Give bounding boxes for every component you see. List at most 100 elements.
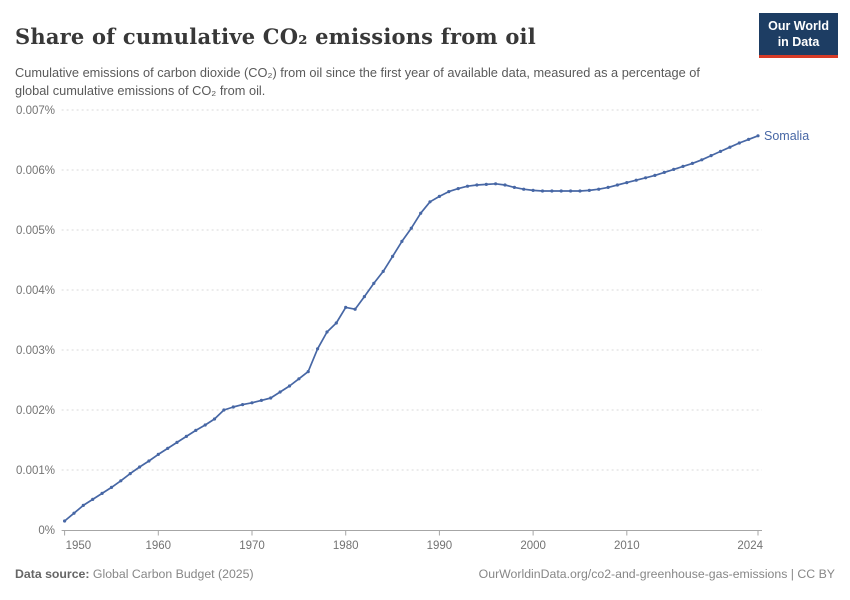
data-point (728, 145, 732, 149)
data-point (531, 188, 535, 192)
data-point (316, 347, 320, 351)
data-point (634, 178, 638, 182)
data-point (306, 370, 310, 374)
data-point (222, 408, 226, 412)
x-axis-tick-label: 1970 (239, 540, 265, 552)
data-point (109, 485, 114, 489)
data-point (203, 423, 207, 427)
data-point (278, 390, 282, 394)
data-point (625, 181, 629, 185)
data-point (559, 189, 563, 193)
data-point (522, 187, 526, 191)
y-axis-tick-label: 0.007% (16, 105, 55, 117)
data-point (72, 511, 76, 515)
y-axis-tick-label: 0.003% (16, 345, 55, 357)
credit: OurWorldinData.org/co2-and-greenhouse-ga… (479, 567, 835, 581)
data-point (540, 189, 545, 193)
data-point (381, 269, 385, 273)
data-point (147, 459, 151, 463)
x-axis-tick-label: 1990 (427, 540, 453, 552)
owid-logo[interactable]: Our World in Data (759, 13, 838, 58)
data-point (175, 440, 179, 444)
page-title: Share of cumulative CO₂ emissions from o… (15, 24, 536, 50)
y-axis-tick-label: 0% (38, 525, 55, 537)
data-point (353, 307, 357, 311)
data-point (344, 305, 348, 309)
owid-logo-line1: Our World (768, 19, 829, 33)
data-point (747, 137, 751, 141)
data-point (437, 194, 441, 198)
data-point (166, 446, 170, 450)
data-point (475, 183, 479, 187)
data-point (569, 189, 573, 193)
data-point (494, 182, 498, 186)
data-point (334, 321, 338, 325)
x-axis-tick-label: 2000 (520, 540, 546, 552)
credit-license: | CC BY (787, 567, 835, 581)
data-point (615, 183, 620, 187)
data-point (194, 428, 198, 432)
data-point (241, 403, 245, 407)
x-axis-tick-label: 1980 (333, 540, 359, 552)
y-axis-tick-label: 0.006% (16, 165, 55, 177)
data-point (672, 167, 676, 171)
data-point (737, 141, 741, 145)
data-point (119, 479, 123, 483)
y-axis-tick-label: 0.004% (16, 285, 55, 297)
data-point (231, 405, 235, 409)
data-point (756, 134, 760, 138)
data-point (700, 158, 704, 162)
data-point (63, 519, 67, 523)
data-point (578, 189, 582, 193)
x-axis-tick-label: 2010 (614, 540, 640, 552)
data-point (690, 161, 695, 165)
data-source-value: Global Carbon Budget (2025) (89, 567, 254, 581)
data-point (91, 497, 95, 501)
owid-logo-line2: in Data (777, 35, 820, 49)
credit-link[interactable]: OurWorldinData.org/co2-and-greenhouse-ga… (478, 567, 788, 581)
data-point (156, 452, 160, 456)
data-point (372, 281, 376, 285)
data-source: Data source: Global Carbon Budget (2025) (15, 567, 254, 581)
x-axis-tick-label: 1950 (66, 540, 92, 552)
data-point (409, 226, 413, 230)
data-point (250, 401, 254, 405)
data-point (419, 211, 423, 215)
data-point (81, 503, 85, 507)
data-point (718, 149, 723, 153)
data-point (606, 185, 610, 189)
data-point (428, 200, 432, 204)
data-source-label: Data source: (15, 567, 90, 581)
data-point (587, 188, 591, 192)
series-line-somalia[interactable] (63, 134, 759, 522)
data-point (100, 491, 104, 495)
data-point (297, 377, 301, 381)
data-point (597, 187, 601, 191)
data-point (512, 185, 517, 189)
data-point (681, 164, 685, 168)
y-axis-tick-label: 0.005% (16, 225, 55, 237)
data-point (362, 295, 366, 299)
data-point (269, 396, 273, 400)
data-point (400, 239, 404, 243)
data-point (325, 330, 329, 334)
data-point (447, 190, 451, 194)
series-label-somalia[interactable]: Somalia (764, 129, 809, 143)
x-axis-tick-label: 2024 (737, 540, 763, 552)
data-point (287, 384, 292, 388)
page-subtitle: Cumulative emissions of carbon dioxide (… (15, 64, 700, 98)
x-axis-tick-label: 1960 (146, 540, 172, 552)
footer: Data source: Global Carbon Budget (2025)… (15, 567, 835, 581)
data-point (456, 187, 460, 191)
data-point (653, 173, 657, 177)
data-point (128, 472, 132, 476)
data-point (184, 434, 188, 438)
y-axis-tick-label: 0.001% (16, 465, 55, 477)
data-point (391, 254, 395, 258)
data-point (550, 189, 554, 193)
data-point (644, 176, 648, 180)
data-point (503, 183, 507, 187)
data-point (465, 184, 470, 188)
data-point (709, 154, 713, 158)
